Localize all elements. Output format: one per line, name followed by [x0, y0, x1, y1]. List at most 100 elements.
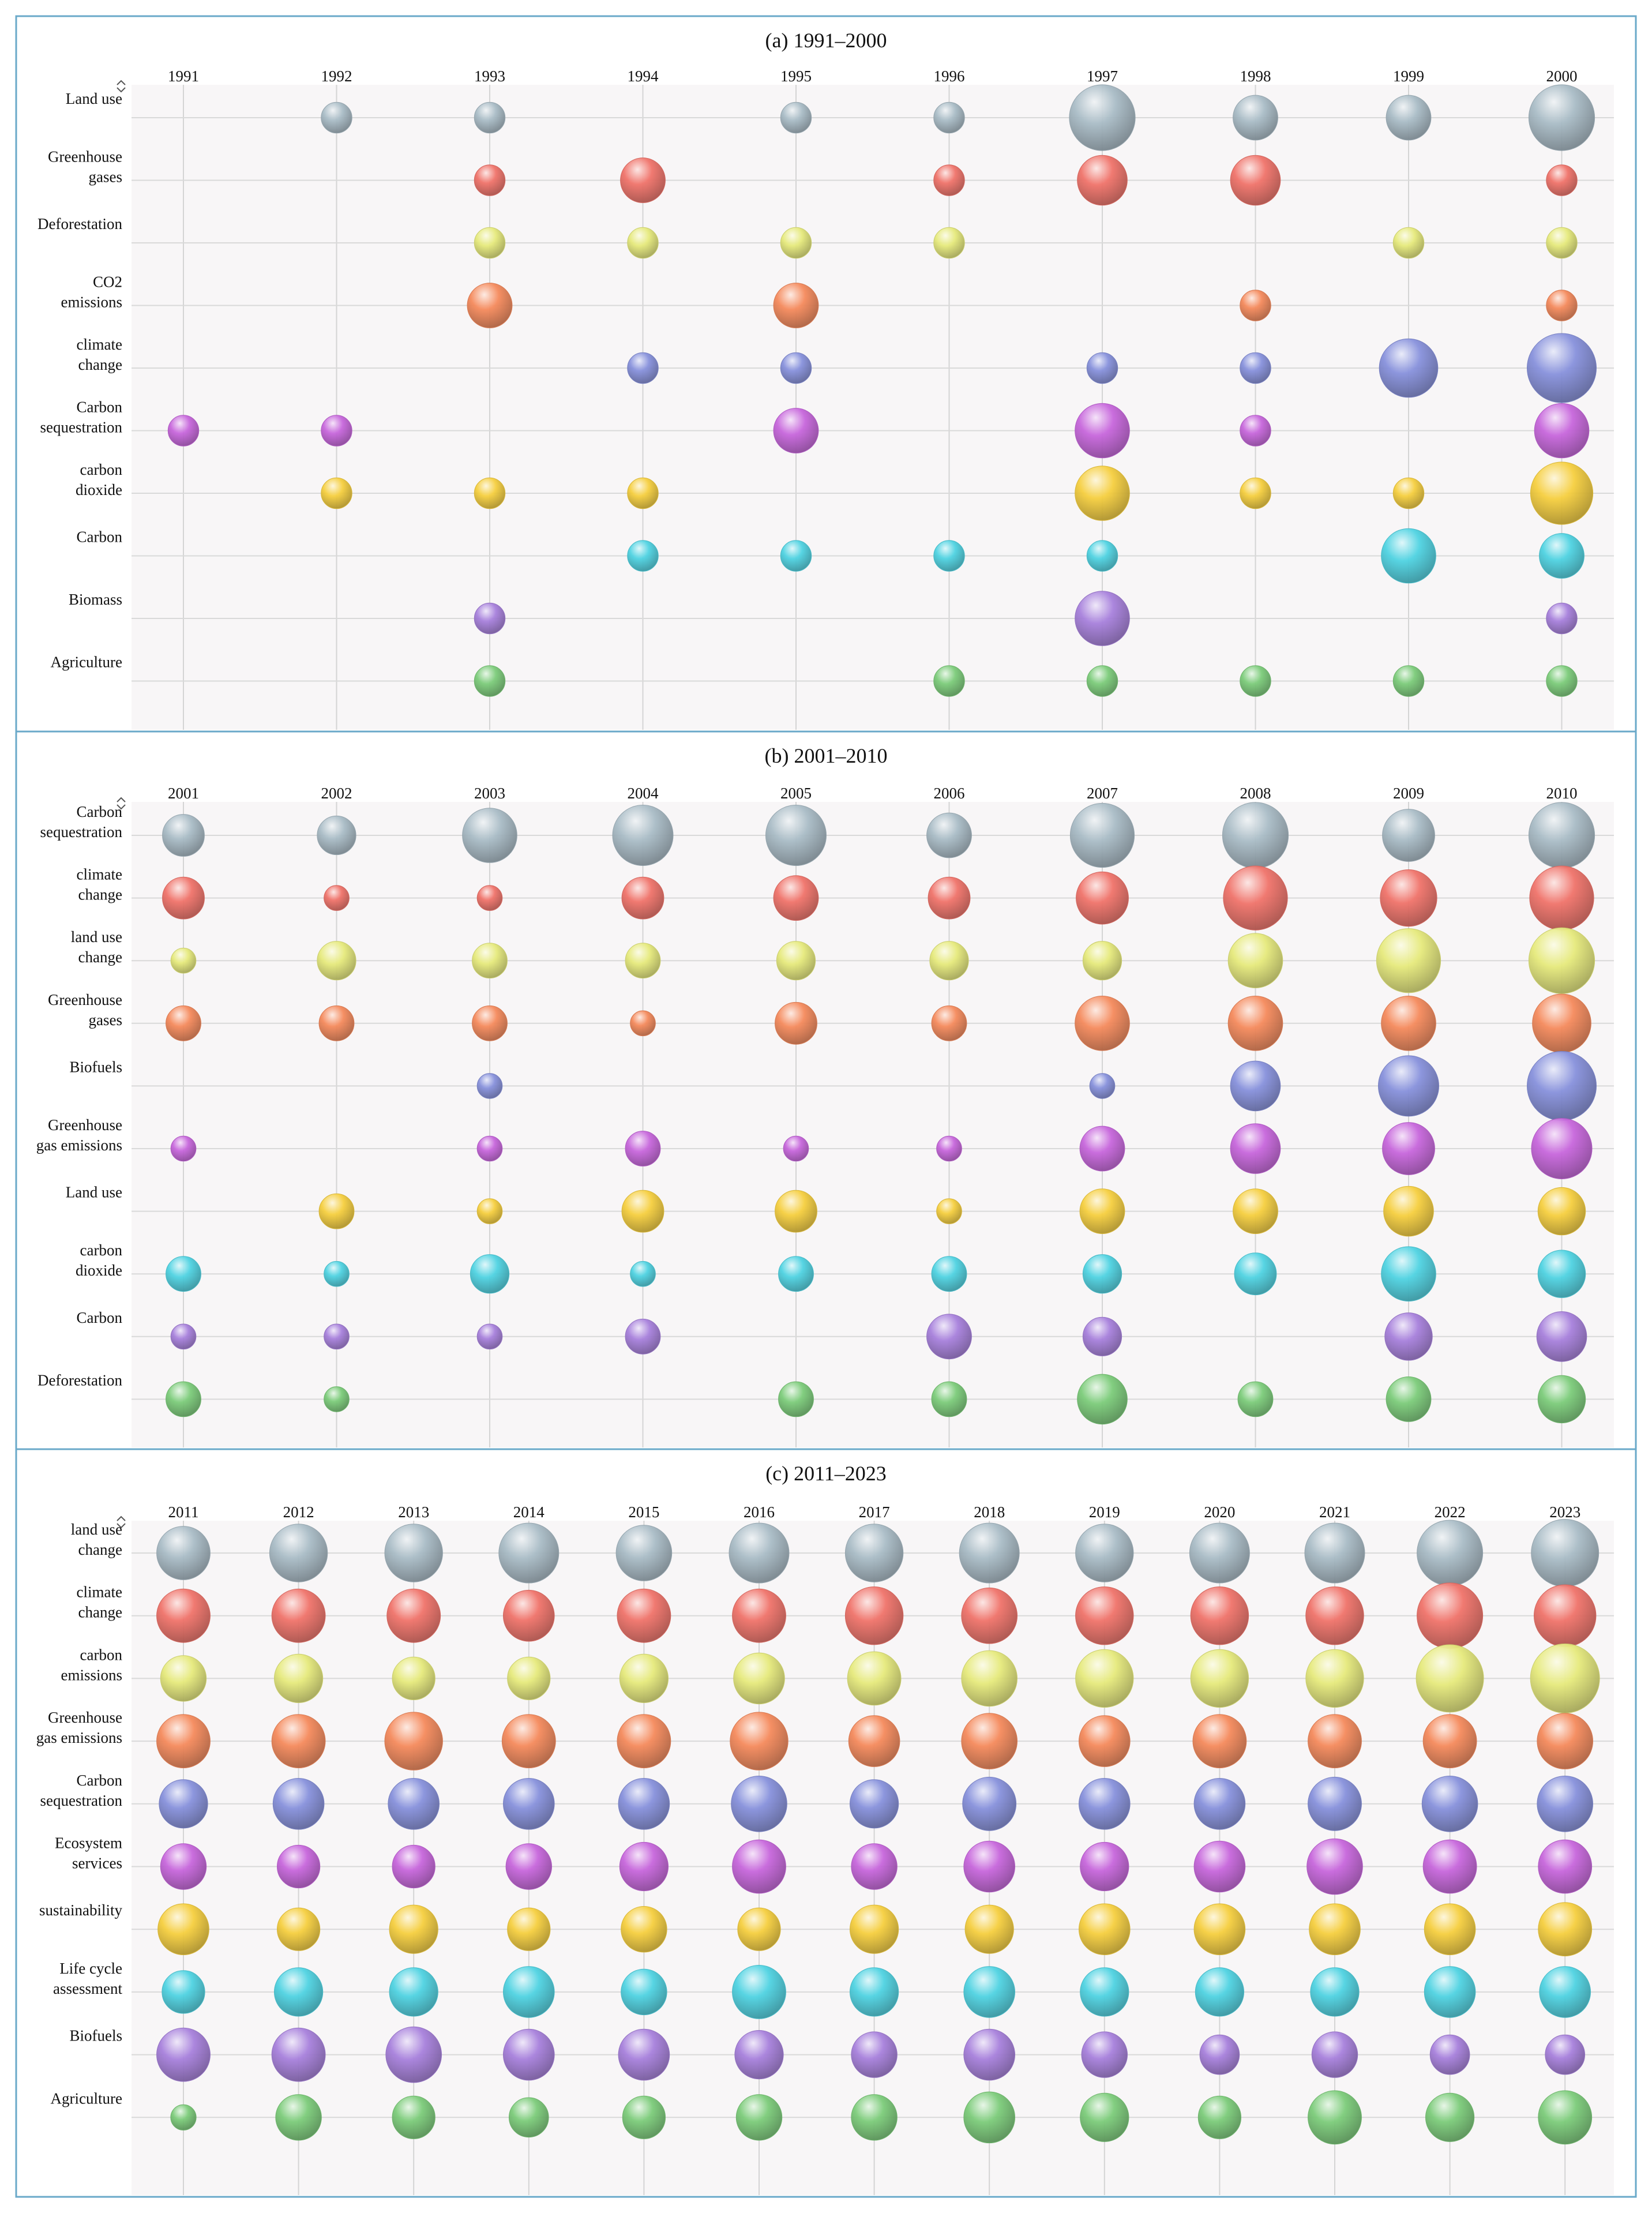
- bubble-deforestation-2000[interactable]: [1546, 227, 1578, 259]
- bubble-carbon-sequestration-1997[interactable]: [1075, 403, 1130, 459]
- bubble-land-use-2005[interactable]: [775, 1190, 817, 1233]
- bubble-ecosystem-services-2013[interactable]: [392, 1844, 435, 1889]
- bubble-greenhouse-gases-2001[interactable]: [166, 1005, 201, 1041]
- bubble-greenhouse-gas-emissions-2019[interactable]: [1079, 1715, 1131, 1767]
- bubble-carbon-2002[interactable]: [324, 1323, 350, 1350]
- bubble-greenhouse-gas-emissions-2012[interactable]: [271, 1714, 326, 1769]
- bubble-ecosystem-services-2021[interactable]: [1306, 1838, 1363, 1895]
- bubble-carbon-dioxide-2003[interactable]: [470, 1254, 510, 1294]
- bubble-land-use-2009[interactable]: [1383, 1186, 1434, 1237]
- bubble-life-cycle-assessment-2013[interactable]: [389, 1967, 438, 2017]
- bubble-carbon-sequestration-1991[interactable]: [167, 415, 200, 447]
- bubble-climate-change-2019[interactable]: [1075, 1586, 1134, 1645]
- bubble-sustainability-2021[interactable]: [1309, 1903, 1361, 1955]
- bubble-deforestation-1993[interactable]: [474, 227, 506, 259]
- bubble-carbon-dioxide-2007[interactable]: [1082, 1254, 1122, 1294]
- bubble-co2-emissions-2000[interactable]: [1546, 290, 1578, 321]
- bubble-greenhouse-gas-emissions-2005[interactable]: [783, 1135, 809, 1162]
- bubble-deforestation-2008[interactable]: [1237, 1381, 1274, 1417]
- bubble-land-use-change-2022[interactable]: [1417, 1520, 1484, 1586]
- bubble-carbon-2007[interactable]: [1082, 1316, 1122, 1356]
- bubble-sustainability-2020[interactable]: [1193, 1903, 1246, 1955]
- bubble-carbon-sequestration-2014[interactable]: [503, 1778, 555, 1830]
- bubble-biofuels-2014[interactable]: [503, 2028, 555, 2081]
- bubble-ecosystem-services-2016[interactable]: [732, 1839, 786, 1894]
- bubble-greenhouse-gas-emissions-2008[interactable]: [1230, 1123, 1281, 1174]
- bubble-life-cycle-assessment-2016[interactable]: [732, 1965, 786, 2019]
- bubble-greenhouse-gas-emissions-2006[interactable]: [936, 1135, 962, 1162]
- bubble-land-use-change-2005[interactable]: [776, 941, 816, 981]
- bubble-climate-change-2007[interactable]: [1076, 871, 1129, 925]
- bubble-agriculture-2020[interactable]: [1197, 2095, 1241, 2139]
- bubble-agriculture-2014[interactable]: [509, 2097, 549, 2138]
- bubble-climate-change-2017[interactable]: [844, 1586, 904, 1645]
- bubble-deforestation-1996[interactable]: [933, 227, 965, 259]
- bubble-greenhouse-gas-emissions-2023[interactable]: [1537, 1713, 1593, 1769]
- bubble-carbon-dioxide-1997[interactable]: [1075, 466, 1130, 521]
- bubble-greenhouse-gases-2000[interactable]: [1546, 164, 1578, 196]
- bubble-carbon-sequestration-2008[interactable]: [1222, 802, 1289, 869]
- bubble-carbon-sequestration-2005[interactable]: [765, 805, 827, 866]
- bubble-climate-change-2005[interactable]: [773, 875, 819, 921]
- bubble-life-cycle-assessment-2021[interactable]: [1310, 1967, 1360, 2017]
- bubble-climate-change-2013[interactable]: [386, 1588, 441, 1643]
- bubble-carbon-emissions-2011[interactable]: [160, 1655, 207, 1702]
- bubble-land-use-change-2008[interactable]: [1227, 933, 1283, 988]
- bubble-carbon-1999[interactable]: [1381, 528, 1436, 584]
- bubble-agriculture-2019[interactable]: [1080, 2092, 1129, 2142]
- bubble-climate-change-2014[interactable]: [503, 1589, 555, 1642]
- bubble-life-cycle-assessment-2023[interactable]: [1539, 1966, 1591, 2018]
- bubble-land-use-1995[interactable]: [780, 102, 812, 134]
- bubble-ecosystem-services-2017[interactable]: [851, 1843, 898, 1890]
- bubble-greenhouse-gases-2004[interactable]: [630, 1010, 656, 1037]
- bubble-life-cycle-assessment-2012[interactable]: [273, 1967, 324, 2017]
- bubble-carbon-1996[interactable]: [933, 540, 965, 572]
- bubble-carbon-dioxide-2008[interactable]: [1234, 1252, 1277, 1296]
- bubble-land-use-1992[interactable]: [321, 102, 352, 134]
- bubble-climate-change-2018[interactable]: [961, 1587, 1018, 1644]
- bubble-sustainability-2016[interactable]: [737, 1907, 781, 1951]
- bubble-land-use-2006[interactable]: [936, 1198, 962, 1224]
- bubble-land-use-change-2004[interactable]: [625, 943, 661, 979]
- bubble-land-use-2000[interactable]: [1528, 84, 1595, 151]
- bubble-biofuels-2016[interactable]: [734, 2030, 784, 2080]
- bubble-carbon-sequestration-1998[interactable]: [1240, 415, 1271, 447]
- bubble-carbon-emissions-2019[interactable]: [1075, 1649, 1134, 1708]
- bubble-carbon-2001[interactable]: [170, 1323, 197, 1350]
- bubble-greenhouse-gas-emissions-2020[interactable]: [1192, 1714, 1247, 1769]
- bubble-biomass-1993[interactable]: [474, 602, 506, 635]
- bubble-greenhouse-gas-emissions-2001[interactable]: [170, 1135, 197, 1162]
- sort-icon[interactable]: [117, 1516, 126, 1529]
- bubble-biofuels-2019[interactable]: [1081, 2031, 1128, 2078]
- bubble-carbon-dioxide-2006[interactable]: [931, 1256, 967, 1292]
- bubble-biofuels-2008[interactable]: [1230, 1060, 1281, 1112]
- bubble-carbon-dioxide-1998[interactable]: [1240, 477, 1271, 509]
- bubble-carbon-2009[interactable]: [1384, 1312, 1433, 1361]
- bubble-co2-emissions-1993[interactable]: [467, 283, 513, 328]
- bubble-land-use-change-2017[interactable]: [844, 1524, 904, 1582]
- bubble-carbon-2003[interactable]: [476, 1323, 503, 1350]
- bubble-carbon-sequestration-2017[interactable]: [850, 1779, 899, 1829]
- bubble-ecosystem-services-2020[interactable]: [1193, 1840, 1246, 1893]
- bubble-climate-change-2016[interactable]: [732, 1588, 786, 1643]
- bubble-carbon-dioxide-1992[interactable]: [321, 477, 352, 509]
- bubble-climate-change-2001[interactable]: [162, 876, 205, 920]
- bubble-carbon-sequestration-2003[interactable]: [462, 808, 517, 863]
- bubble-land-use-change-2006[interactable]: [929, 941, 969, 981]
- bubble-carbon-2006[interactable]: [926, 1314, 972, 1360]
- bubble-carbon-dioxide-2001[interactable]: [166, 1256, 201, 1292]
- bubble-land-use-1999[interactable]: [1386, 95, 1432, 141]
- bubble-agriculture-2021[interactable]: [1308, 2090, 1362, 2145]
- bubble-carbon-sequestration-2020[interactable]: [1193, 1778, 1246, 1830]
- bubble-land-use-change-2013[interactable]: [384, 1524, 443, 1582]
- bubble-carbon-sequestration-2023[interactable]: [1537, 1776, 1593, 1832]
- bubble-climate-change-2021[interactable]: [1305, 1586, 1364, 1645]
- bubble-deforestation-2006[interactable]: [931, 1381, 967, 1417]
- bubble-carbon-dioxide-2000[interactable]: [1530, 462, 1594, 525]
- bubble-carbon-dioxide-2002[interactable]: [324, 1261, 350, 1287]
- bubble-climate-change-1997[interactable]: [1086, 352, 1118, 384]
- bubble-deforestation-2007[interactable]: [1077, 1374, 1128, 1425]
- bubble-biofuels-2017[interactable]: [851, 2031, 898, 2078]
- bubble-greenhouse-gases-2005[interactable]: [775, 1002, 817, 1045]
- bubble-greenhouse-gas-emissions-2015[interactable]: [617, 1714, 671, 1769]
